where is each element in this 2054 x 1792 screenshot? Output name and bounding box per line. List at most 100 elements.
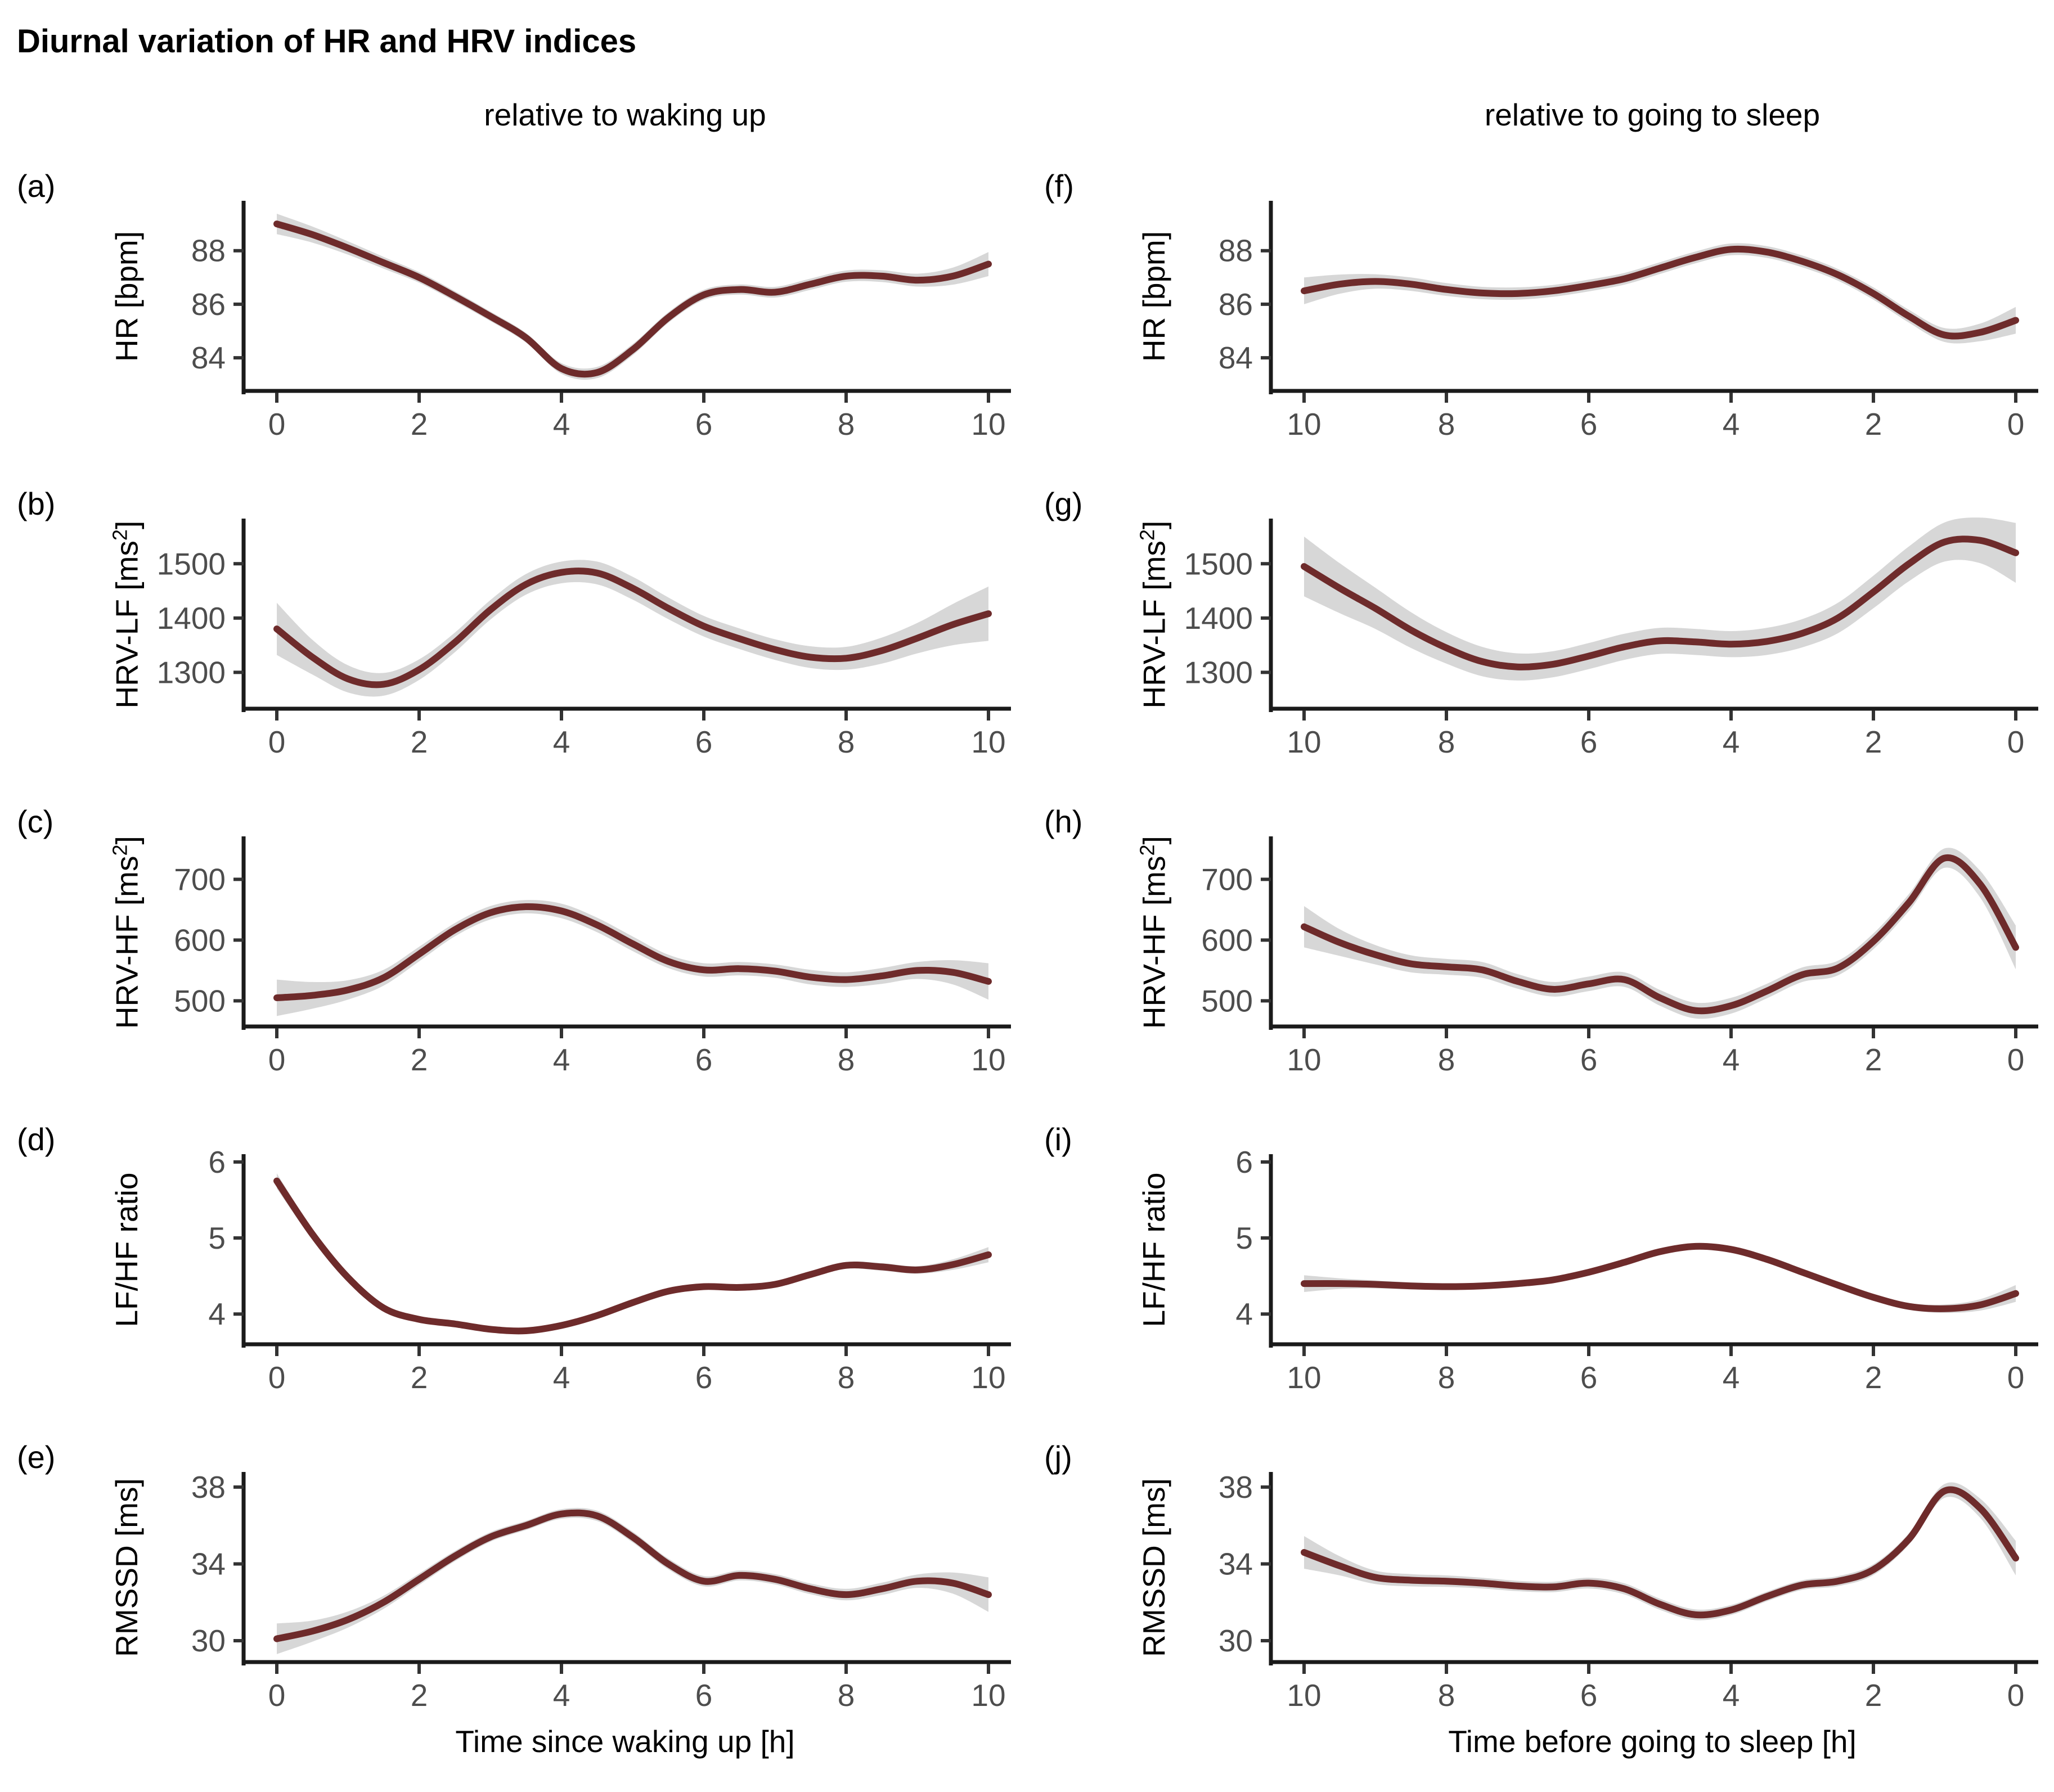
x-tick-label: 10: [971, 1678, 1005, 1713]
x-tick-label: 6: [695, 1360, 713, 1395]
x-tick-label: 2: [411, 1678, 428, 1713]
x-tick-label: 0: [268, 407, 286, 442]
x-tick-label: 6: [695, 407, 713, 442]
x-tick-label: 10: [1287, 1042, 1321, 1077]
x-tick-label: 0: [2007, 724, 2025, 759]
y-tick-label: 30: [191, 1623, 226, 1658]
x-tick-label: 4: [1723, 1042, 1740, 1077]
x-tick-label: 0: [268, 1678, 286, 1713]
y-tick-label: 38: [191, 1470, 226, 1505]
panel-label-d: (d): [17, 1122, 56, 1157]
x-tick-label: 10: [971, 407, 1005, 442]
x-tick-label: 10: [1287, 407, 1321, 442]
x-tick-label: 6: [1580, 1042, 1598, 1077]
panel-j-plot: 30 34 38 10 8 6 4 2 0: [1219, 1470, 2038, 1713]
x-tick-label: 8: [1438, 1678, 1455, 1713]
panel-g-plot: 1300 1400 1500 10 8 6 4 2 0: [1184, 517, 2038, 759]
y-tick-label: 600: [174, 922, 226, 957]
panel-label-i: (i): [1044, 1122, 1072, 1157]
y-tick-label: 4: [208, 1296, 226, 1331]
trend-line: [273, 903, 992, 1001]
trend-line: [1301, 535, 2019, 670]
x-tick-label: 4: [1723, 724, 1740, 759]
x-tick-label: 8: [1438, 724, 1455, 759]
y-tick-label: 1500: [1184, 546, 1253, 581]
panel-label-f: (f): [1044, 168, 1074, 204]
confidence-band: [277, 214, 988, 380]
panel-d-plot: 4 5 6 0 2 4 6 8 10: [208, 1145, 1011, 1395]
x-axis-title-sleep: Time before going to sleep [h]: [1448, 1724, 1857, 1759]
x-tick-label: 0: [268, 1360, 286, 1395]
y-tick-label: 38: [1219, 1470, 1253, 1505]
trend-line: [273, 568, 992, 688]
panel-label-a: (a): [17, 168, 56, 204]
panel-e-plot: 30 34 38 0 2 4 6 8 10: [191, 1470, 1011, 1713]
x-tick-label: 4: [553, 407, 570, 442]
panel-label-c: (c): [17, 804, 54, 839]
column-header-waking: relative to waking up: [484, 97, 766, 132]
x-tick-label: 6: [1580, 1360, 1598, 1395]
y-tick-label: 30: [1219, 1623, 1253, 1658]
x-tick-label: 2: [411, 1042, 428, 1077]
x-tick-label: 4: [553, 1678, 570, 1713]
y-tick-label: 6: [1235, 1145, 1253, 1179]
x-tick-label: 6: [1580, 407, 1598, 442]
confidence-band: [277, 560, 988, 697]
x-tick-label: 0: [268, 724, 286, 759]
trend-line: [1301, 1242, 2019, 1312]
x-tick-label: 10: [971, 724, 1005, 759]
y-tick-label: 86: [1219, 287, 1253, 322]
trend-line: [273, 1177, 992, 1335]
x-tick-label: 6: [695, 1042, 713, 1077]
x-tick-label: 2: [1865, 724, 1882, 759]
x-tick-label: 2: [1865, 1042, 1882, 1077]
y-tick-label: 6: [208, 1145, 226, 1179]
x-tick-label: 4: [553, 1360, 570, 1395]
trend-line: [1301, 1486, 2019, 1619]
x-tick-label: 4: [553, 724, 570, 759]
panel-h-plot: 500 600 700 10 8 6 4 2 0: [1201, 836, 2038, 1077]
y-axis-label-j: RMSSD [ms]: [1136, 1478, 1171, 1657]
x-tick-label: 0: [2007, 1678, 2025, 1713]
panel-c-plot: 500 600 700 0 2 4 6 8 10: [174, 836, 1011, 1077]
y-tick-label: 500: [174, 983, 226, 1018]
panel-label-e: (e): [17, 1439, 56, 1475]
x-tick-label: 2: [411, 724, 428, 759]
x-tick-label: 4: [1723, 1360, 1740, 1395]
x-tick-label: 8: [838, 1360, 855, 1395]
y-tick-label: 5: [1235, 1221, 1253, 1255]
x-tick-label: 2: [1865, 407, 1882, 442]
panel-label-j: (j): [1044, 1439, 1072, 1475]
x-tick-label: 2: [411, 407, 428, 442]
y-tick-label: 84: [1219, 340, 1253, 375]
x-tick-label: 8: [838, 1042, 855, 1077]
y-tick-label: 88: [191, 233, 226, 268]
y-tick-label: 1400: [157, 601, 226, 636]
x-tick-label: 8: [838, 407, 855, 442]
confidence-band: [1304, 243, 2016, 344]
x-tick-label: 6: [1580, 724, 1598, 759]
panel-label-b: (b): [17, 486, 56, 521]
panel-label-h: (h): [1044, 804, 1083, 839]
x-tick-label: 8: [1438, 407, 1455, 442]
x-tick-label: 0: [2007, 1360, 2025, 1395]
y-axis-label-e: RMSSD [ms]: [109, 1478, 144, 1657]
y-tick-label: 34: [1219, 1546, 1253, 1581]
y-tick-label: 700: [174, 862, 226, 897]
x-tick-label: 2: [1865, 1360, 1882, 1395]
y-tick-label: 700: [1201, 862, 1253, 897]
x-tick-label: 6: [695, 724, 713, 759]
y-tick-label: 84: [191, 340, 226, 375]
figure-title: Diurnal variation of HR and HRV indices: [17, 23, 637, 60]
confidence-band: [277, 1507, 988, 1654]
trend-line: [273, 1509, 992, 1642]
confidence-band: [1304, 848, 2016, 1019]
x-tick-label: 2: [1865, 1678, 1882, 1713]
confidence-band: [1304, 1482, 2016, 1620]
x-tick-label: 8: [838, 724, 855, 759]
y-tick-label: 5: [208, 1221, 226, 1255]
y-tick-label: 86: [191, 287, 226, 322]
trend-line: [1301, 854, 2019, 1015]
y-tick-label: 1400: [1184, 601, 1253, 636]
